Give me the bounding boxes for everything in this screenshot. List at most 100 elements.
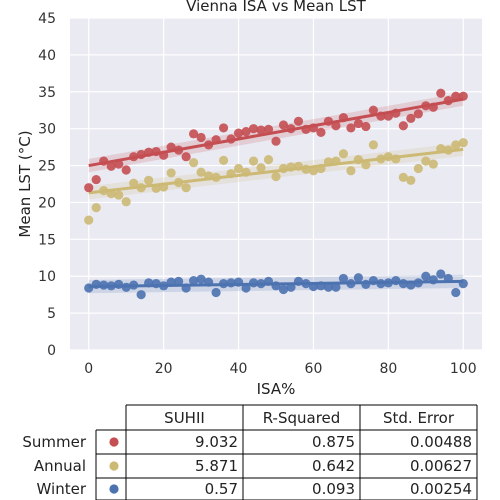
annual-point [159,182,169,192]
summer-point [174,145,184,155]
summer-point [451,91,461,101]
summer-point [121,165,131,175]
summer-point [458,91,468,101]
annual-point [271,172,281,182]
y-tick-labels: 0 5 10 15 20 25 30 35 40 45 [38,11,56,359]
winter-point [129,280,139,290]
annual-point [346,166,356,176]
table-cell: 0.875 [312,433,355,451]
summer-point [106,161,116,171]
annual-point [376,154,386,164]
winter-point [174,276,184,286]
annual-point [91,203,101,213]
table-row-label: Winter [37,480,87,498]
winter-point [144,278,154,288]
winter-point [353,273,363,283]
annual-point [121,197,131,207]
table-row-swatch [109,461,119,471]
x-tick-label: 80 [379,361,397,377]
winter-point [413,278,423,288]
x-tick-label: 0 [84,361,93,377]
winter-point [181,283,191,293]
y-tick-label: 45 [38,11,56,27]
table-row-label: Summer [22,433,86,451]
annual-point [189,158,199,168]
summer-point [316,127,326,137]
y-tick-label: 20 [38,195,56,211]
annual-point [181,183,191,193]
x-tick-label: 60 [305,361,323,377]
annual-point [241,167,251,177]
annual-point [233,163,244,174]
annual-point [196,167,206,177]
table-row-label: Annual [34,457,86,475]
summer-point [256,125,266,135]
winter-point [166,277,176,287]
winter-point [398,279,408,289]
summer-point [331,121,341,131]
annual-point [144,175,154,185]
winter-point [286,282,296,292]
summer-point [233,128,244,138]
annual-point [136,183,146,193]
annual-point [331,156,341,166]
winter-point [368,276,378,286]
winter-point [159,281,169,291]
annual-point [99,186,109,196]
x-tick-label: 100 [450,361,477,377]
winter-point [211,287,221,298]
summer-point [406,113,416,123]
winter-point [428,275,438,285]
summer-point [144,147,154,157]
summer-point [308,123,319,133]
winter-point [346,279,356,289]
summer-point [271,136,281,146]
annual-point [443,145,453,155]
annual-regression-line [88,147,464,195]
annual-point [106,188,116,199]
winter-point [308,281,319,292]
stats-table: SUHII R-Squared Std. Error Summer 9.032 0.875… [22,404,478,500]
summer-point [353,118,363,129]
summer-point [421,101,431,111]
summer-point [114,159,124,169]
winter-point [263,276,274,286]
winter-point [256,279,266,289]
summer-point [159,150,169,160]
summer-point [203,140,214,150]
summer-point [391,108,401,118]
annual-point [436,143,446,154]
summer-point [376,111,386,121]
summer-point [99,156,109,166]
summer-point [151,146,161,157]
annual-point [248,156,259,166]
winter-point [406,280,416,290]
table-column-header: SUHII [164,409,205,427]
annual-point [211,172,221,182]
annual-point [398,172,408,182]
summer-point [368,105,378,115]
winter-point [383,278,393,288]
summer-point [211,135,221,145]
summer-point [293,116,304,126]
summer-point [361,121,371,132]
winter-point [331,282,341,292]
summer-point [166,142,176,152]
annual-point [263,155,274,165]
annual-point [458,138,468,148]
summer-point [301,124,311,135]
summer-point [129,152,139,162]
annual-point [278,163,289,174]
winter-point [376,279,386,289]
winter-point [443,273,453,284]
winter-point [316,281,326,291]
annual-point [353,155,363,165]
summer-point [196,132,206,143]
annual-point [421,156,431,166]
winter-point [241,283,251,293]
summer-point [263,124,274,135]
y-tick-label: 35 [38,85,56,101]
summer-point [218,123,229,133]
annual-point [293,161,304,171]
